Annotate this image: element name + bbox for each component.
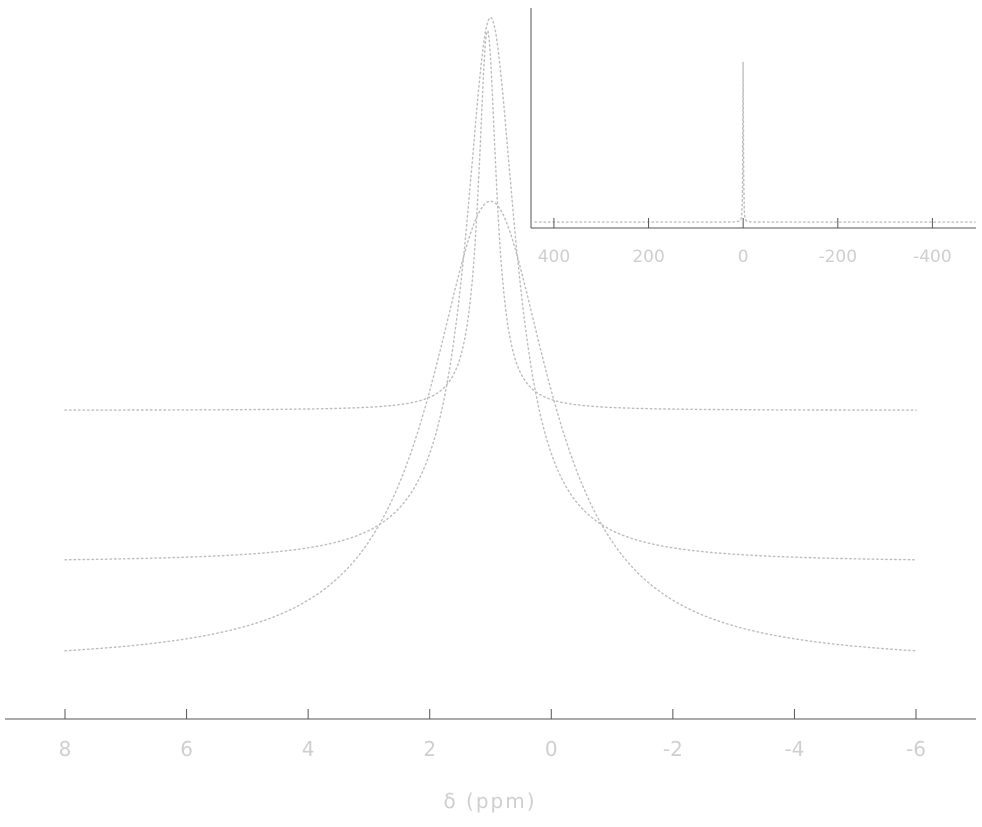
main-tick-label: -4 — [784, 737, 804, 761]
inset-series-1 — [534, 62, 976, 223]
main-x-axis-label: δ (ppm) — [443, 789, 536, 813]
main-series-3 — [64, 30, 917, 411]
inset-x-ticks: 400 200 0 -200 -400 — [538, 218, 952, 267]
main-series-1 — [64, 200, 917, 652]
inset-tick-label: 0 — [738, 247, 749, 267]
main-series-2 — [64, 16, 917, 561]
inset-series-group — [534, 62, 976, 223]
main-tick-label: 4 — [302, 737, 315, 761]
main-tick-label: 0 — [545, 737, 558, 761]
main-series-group — [64, 16, 917, 652]
main-x-ticks: 8 6 4 2 0 -2 -4 -6 — [59, 709, 926, 761]
main-plot: 8 6 4 2 0 -2 -4 -6 δ (ppm) — [5, 16, 976, 813]
main-tick-label: 6 — [180, 737, 193, 761]
inset-tick-label: 200 — [632, 247, 664, 267]
main-tick-label: 8 — [59, 737, 72, 761]
main-tick-label: 2 — [423, 737, 436, 761]
main-tick-label: -6 — [906, 737, 926, 761]
inset-tick-label: -200 — [818, 247, 857, 267]
inset-plot: 400 200 0 -200 -400 — [530, 8, 976, 267]
inset-tick-label: 400 — [538, 247, 570, 267]
inset-tick-label: -400 — [913, 247, 952, 267]
main-tick-label: -2 — [663, 737, 683, 761]
